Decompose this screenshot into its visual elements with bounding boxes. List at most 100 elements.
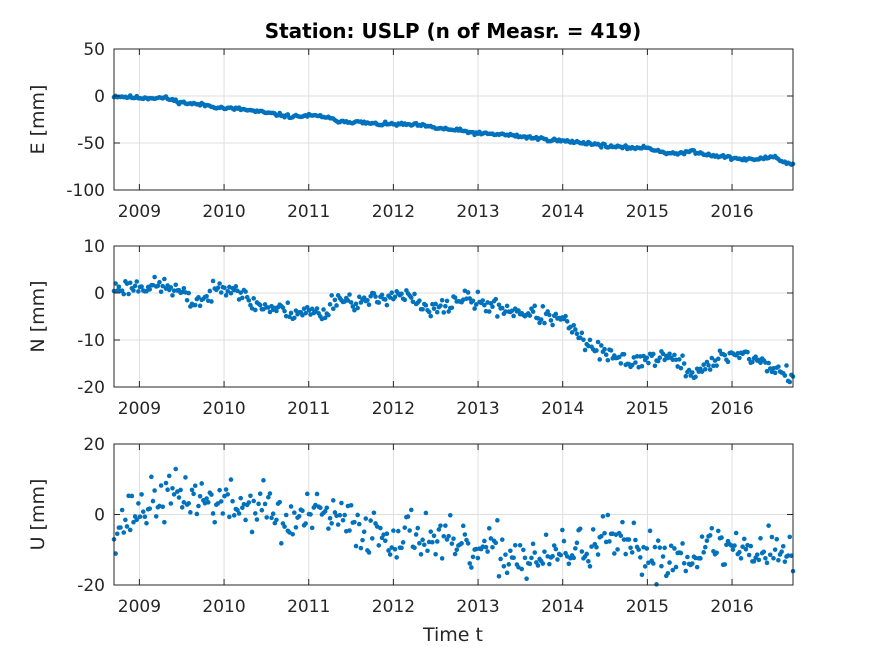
- data-point: [547, 561, 552, 567]
- data-point: [738, 556, 744, 561]
- x-tick-label: 2012: [372, 597, 415, 617]
- data-point: [322, 509, 328, 514]
- data-point: [314, 306, 320, 311]
- data-point: [782, 559, 788, 564]
- data-point: [215, 285, 221, 291]
- data-point: [114, 531, 120, 537]
- data-point: [714, 363, 719, 368]
- data-point: [628, 545, 633, 551]
- data-point: [254, 517, 260, 522]
- panel-n: 2009 2010 2011 2012 2013 2014 2015 2016 10 0 -10 -2…: [27, 237, 796, 419]
- data-point: [176, 495, 182, 500]
- data-point: [550, 322, 555, 328]
- data-point: [551, 543, 557, 548]
- data-point: [657, 545, 663, 550]
- data-point: [389, 290, 395, 296]
- data-point: [722, 352, 728, 358]
- data-point: [160, 504, 166, 510]
- data-point: [482, 538, 487, 544]
- data-point: [651, 351, 656, 357]
- data-point: [698, 556, 703, 561]
- data-point: [472, 306, 477, 311]
- data-point: [553, 311, 559, 317]
- data-point: [651, 561, 656, 566]
- data-point: [382, 538, 388, 544]
- data-point: [707, 533, 713, 538]
- data-point: [121, 530, 127, 535]
- data-point: [728, 543, 734, 548]
- data-point: [303, 310, 308, 316]
- data-point: [147, 287, 153, 292]
- data-point: [246, 298, 252, 303]
- data-point: [360, 537, 365, 543]
- data-point: [761, 549, 767, 555]
- data-point: [530, 541, 536, 547]
- data-point: [753, 354, 758, 360]
- data-point: [352, 307, 357, 313]
- data-point: [486, 309, 492, 314]
- data-point: [495, 518, 500, 523]
- data-point: [782, 373, 788, 378]
- data-point: [629, 362, 635, 368]
- data-point: [230, 498, 235, 504]
- data-point: [488, 536, 494, 541]
- data-point: [642, 564, 648, 569]
- data-point: [355, 305, 360, 311]
- data-point: [693, 374, 698, 380]
- data-point: [132, 283, 138, 289]
- data-point: [434, 309, 440, 315]
- data-point: [607, 539, 612, 544]
- data-point: [467, 561, 473, 566]
- data-point: [599, 145, 604, 150]
- data-point: [139, 492, 144, 497]
- data-point: [434, 539, 440, 544]
- x-tick-label: 2015: [626, 399, 669, 419]
- x-tick-label: 2010: [202, 597, 245, 617]
- data-point: [332, 297, 338, 303]
- data-point: [785, 553, 791, 558]
- data-point: [506, 562, 512, 567]
- data-point: [511, 555, 516, 561]
- x-tick-label: 2015: [626, 597, 669, 617]
- data-point: [740, 544, 745, 550]
- axes-border: [113, 48, 794, 191]
- data-point: [499, 537, 505, 542]
- data-point: [521, 547, 526, 553]
- x-tick-label: 2011: [287, 202, 330, 222]
- data-point: [452, 551, 458, 557]
- data-point: [772, 547, 778, 552]
- data-point: [662, 545, 667, 551]
- data-point: [296, 513, 302, 519]
- data-point: [387, 552, 393, 557]
- data-point: [574, 540, 580, 546]
- data-point: [527, 561, 533, 567]
- data-point: [368, 518, 373, 523]
- data-point: [498, 556, 503, 562]
- data-point: [438, 303, 443, 308]
- data-point: [462, 532, 468, 537]
- data-point: [162, 276, 167, 282]
- data-point: [251, 296, 256, 301]
- data-point: [417, 540, 422, 546]
- data-point: [246, 500, 252, 505]
- data-point: [253, 307, 258, 313]
- data-point: [379, 292, 385, 298]
- data-point: [599, 343, 604, 348]
- data-point: [318, 505, 323, 511]
- data-point: [114, 288, 120, 294]
- data-point: [629, 550, 635, 555]
- data-point: [655, 538, 661, 543]
- data-point: [550, 553, 555, 559]
- data-point: [433, 551, 438, 557]
- data-point: [699, 534, 705, 539]
- data-point: [197, 303, 203, 309]
- data-point: [300, 508, 305, 514]
- data-point: [142, 514, 148, 520]
- data-point: [711, 363, 716, 369]
- data-point: [189, 487, 195, 493]
- data-point: [547, 312, 552, 318]
- data-point: [140, 509, 146, 514]
- data-point: [670, 567, 676, 573]
- data-point: [732, 543, 737, 548]
- data-point: [288, 504, 294, 509]
